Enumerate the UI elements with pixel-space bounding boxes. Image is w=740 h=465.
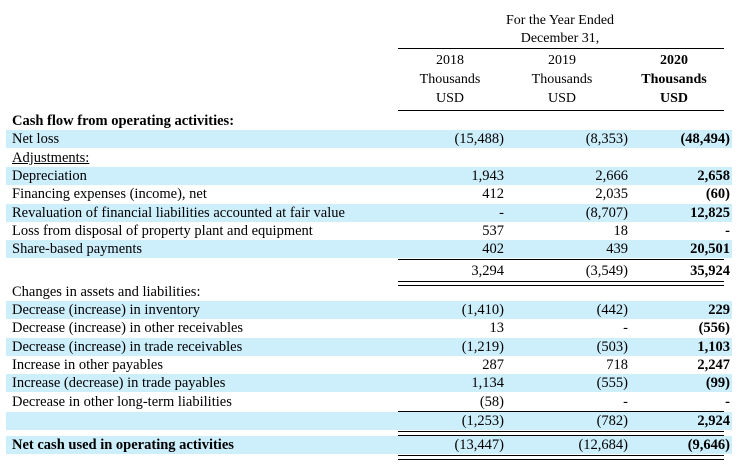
value-2020: (99): [705, 375, 730, 391]
row-label: Financing expenses (income), net: [12, 186, 207, 202]
value-2018: 537: [482, 223, 504, 239]
row-label: Revaluation of financial liabilities acc…: [12, 205, 345, 221]
value-2020: (556): [698, 320, 730, 336]
col-2018-year: 2018: [436, 53, 464, 68]
value-2019: -: [623, 320, 628, 336]
row-net-cash-used: Net cash used in operating activities (1…: [6, 436, 732, 454]
value-2019: (3,549): [585, 263, 628, 279]
value-2018: 1,134: [471, 375, 504, 391]
subtotal-rule: [398, 259, 724, 260]
row-inventory: Decrease (increase) in inventory (1,410)…: [6, 301, 732, 319]
value-2020: (48,494): [680, 131, 730, 147]
row-label: Adjustments:: [12, 150, 90, 166]
row-label: Decrease (increase) in other receivables: [12, 320, 244, 336]
row-label: Changes in assets and liabilities:: [12, 284, 201, 300]
row-adjustments-subtotal: 3,294 (3,549) 35,924: [6, 262, 732, 280]
row-adjustments: Adjustments:: [6, 149, 732, 167]
row-label: Cash flow from operating activities:: [12, 113, 235, 129]
row-changes-subtotal: (1,253) (782) 2,924: [6, 412, 732, 430]
row-label: Decrease (increase) in inventory: [12, 302, 200, 318]
value-2019: 439: [606, 241, 628, 257]
row-revaluation: Revaluation of financial liabilities acc…: [6, 204, 732, 222]
header-bottom-rule: [398, 110, 724, 111]
row-net-loss: Net loss (15,488) (8,353) (48,494): [6, 130, 732, 148]
row-label: Depreciation: [12, 168, 87, 184]
value-2018: 412: [482, 186, 504, 202]
value-2020: 2,658: [697, 168, 730, 184]
subtotal-double-rule: [398, 281, 724, 286]
header-rule: [398, 48, 724, 49]
value-2018: 402: [482, 241, 504, 257]
value-2019: (503): [596, 339, 628, 355]
row-label: Increase (decrease) in trade payables: [12, 375, 226, 391]
row-depreciation: Depreciation 1,943 2,666 2,658: [6, 167, 732, 185]
value-2019: -: [623, 394, 628, 410]
row-label: Share-based payments: [12, 241, 143, 257]
value-2019: (8,707): [585, 205, 628, 221]
row-long-term-liabilities: Decrease in other long-term liabilities …: [6, 393, 732, 411]
row-label: Loss from disposal of property plant and…: [12, 223, 313, 239]
period-header-line1: For the Year Ended: [505, 13, 615, 28]
value-2019: 2,035: [595, 186, 628, 202]
col-2019-year: 2019: [548, 53, 576, 68]
value-2020: 12,825: [690, 205, 730, 221]
row-trade-receivables: Decrease (increase) in trade receivables…: [6, 338, 732, 356]
value-2019: (8,353): [585, 131, 628, 147]
col-2019-unit1: Thousands: [531, 72, 593, 87]
net-cash-double-rule-bottom: [398, 455, 724, 460]
value-2019: (442): [596, 302, 628, 318]
col-2020-unit1: Thousands: [641, 72, 707, 87]
col-2019-unit2: USD: [547, 91, 576, 106]
col-2018-unit2: USD: [435, 91, 464, 106]
value-2019: 2,666: [595, 168, 628, 184]
value-2019: (12,684): [578, 437, 628, 453]
row-loss-disposal: Loss from disposal of property plant and…: [6, 222, 732, 240]
col-2018-unit1: Thousands: [419, 72, 481, 87]
value-2020: 1,103: [697, 339, 730, 355]
value-2020: (9,646): [687, 437, 730, 453]
row-other-receivables: Decrease (increase) in other receivables…: [6, 319, 732, 337]
value-2020: -: [725, 394, 730, 410]
row-label: Decrease (increase) in trade receivables: [12, 339, 243, 355]
row-label: Decrease in other long-term liabilities: [12, 394, 232, 410]
row-section-operating: Cash flow from operating activities:: [6, 112, 732, 130]
row-trade-payables: Increase (decrease) in trade payables 1,…: [6, 374, 732, 392]
value-2020: 35,924: [690, 263, 730, 279]
row-share-based: Share-based payments 402 439 20,501: [6, 240, 732, 258]
col-2020-year: 2020: [660, 53, 688, 68]
row-financing-expenses: Financing expenses (income), net 412 2,0…: [6, 185, 732, 203]
row-section-changes: Changes in assets and liabilities:: [6, 283, 732, 301]
value-2018: (15,488): [454, 131, 504, 147]
value-2020: (60): [705, 186, 730, 202]
row-label: Increase in other payables: [12, 357, 163, 373]
col-2020-unit2: USD: [659, 91, 688, 106]
row-other-payables: Increase in other payables 287 718 2,247: [6, 356, 732, 374]
value-2020: 20,501: [690, 241, 730, 257]
value-2020: 229: [708, 302, 730, 318]
value-2019: (782): [596, 413, 628, 429]
value-2019: (555): [596, 375, 628, 391]
value-2018: (1,219): [461, 339, 504, 355]
value-2018: (13,447): [454, 437, 504, 453]
changes-subtotal-rule: [398, 411, 724, 412]
value-2018: (1,253): [461, 413, 504, 429]
value-2018: 1,943: [471, 168, 504, 184]
value-2018: 13: [489, 320, 505, 336]
value-2020: -: [725, 223, 730, 239]
value-2018: (1,410): [461, 302, 504, 318]
row-label: Net cash used in operating activities: [12, 437, 234, 453]
period-header-line2: December 31,: [520, 31, 600, 46]
value-2018: -: [499, 205, 504, 221]
value-2019: 18: [613, 223, 629, 239]
value-2018: 3,294: [471, 263, 504, 279]
value-2018: (58): [479, 394, 504, 410]
value-2020: 2,924: [697, 413, 730, 429]
row-label: Net loss: [12, 131, 60, 147]
net-cash-double-rule-top: [398, 431, 724, 436]
value-2020: 2,247: [697, 357, 730, 373]
value-2019: 718: [606, 357, 628, 373]
value-2018: 287: [482, 357, 504, 373]
